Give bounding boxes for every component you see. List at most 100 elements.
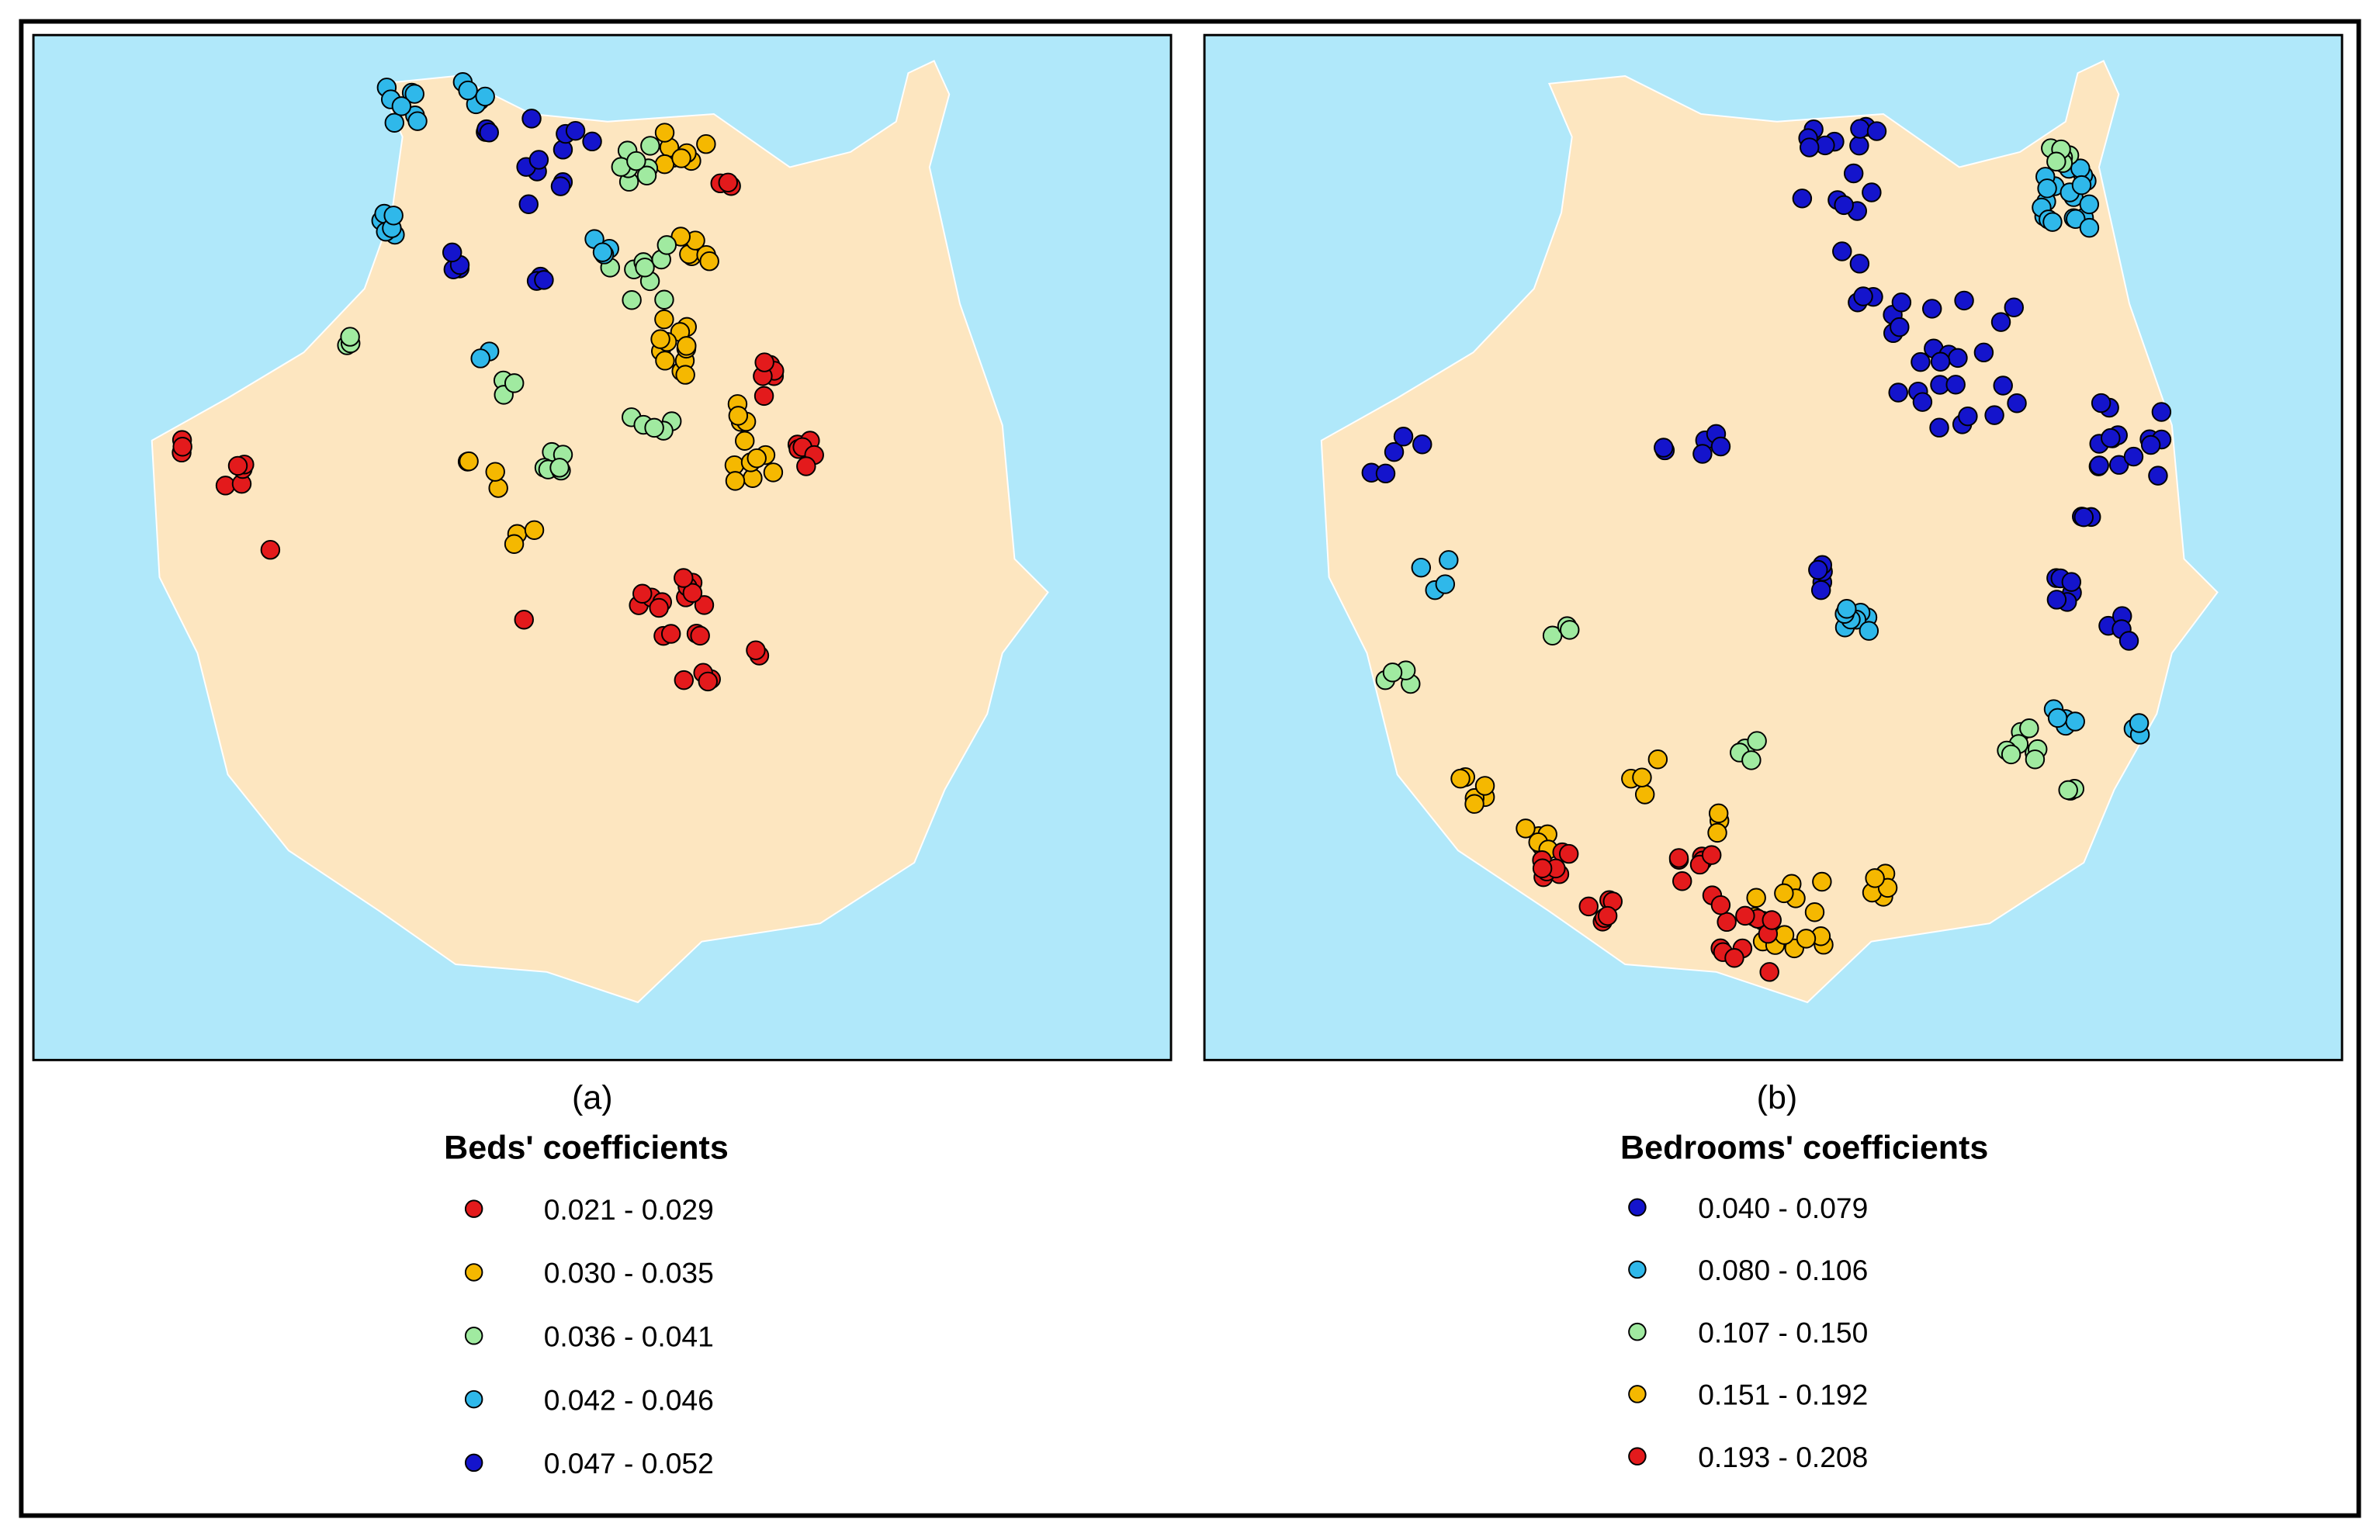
outer-frame bbox=[19, 19, 2361, 1518]
location-point bbox=[592, 242, 613, 262]
location-point bbox=[1866, 121, 1887, 141]
location-point bbox=[1929, 417, 1949, 438]
location-point bbox=[718, 172, 738, 193]
location-point bbox=[1853, 286, 1873, 306]
location-point bbox=[260, 539, 281, 560]
legend-marker bbox=[464, 1199, 483, 1218]
location-point bbox=[1888, 382, 1908, 403]
location-point bbox=[1708, 803, 1729, 824]
legend-entry: 0.151 - 0.192 bbox=[1698, 1379, 1868, 1411]
legend-title: Beds' coefficients bbox=[444, 1130, 729, 1167]
location-point bbox=[2066, 209, 2086, 230]
location-point bbox=[2079, 217, 2100, 238]
location-point bbox=[763, 462, 784, 483]
location-point bbox=[2046, 590, 2067, 610]
location-point bbox=[1993, 375, 2013, 396]
location-point bbox=[383, 206, 404, 226]
location-point bbox=[1707, 822, 1727, 843]
location-point bbox=[1375, 463, 1396, 484]
location-point bbox=[1930, 351, 1951, 372]
location-point bbox=[2007, 393, 2027, 414]
location-point bbox=[485, 462, 505, 482]
points bbox=[171, 72, 2172, 982]
location-point bbox=[1832, 241, 1852, 261]
location-point bbox=[1746, 888, 1766, 908]
location-point bbox=[1948, 348, 1968, 369]
location-point bbox=[728, 406, 749, 426]
legend-entry: 0.021 - 0.029 bbox=[544, 1193, 714, 1226]
location-point bbox=[227, 455, 248, 476]
location-point bbox=[649, 597, 669, 618]
location-point bbox=[1792, 189, 1813, 209]
location-point bbox=[654, 154, 675, 175]
location-point bbox=[1412, 434, 1433, 455]
location-point bbox=[1990, 312, 2011, 332]
location-point bbox=[1384, 441, 1405, 462]
location-point bbox=[640, 136, 660, 156]
location-point bbox=[1741, 750, 1762, 770]
location-point bbox=[1862, 182, 1882, 202]
location-point bbox=[1634, 784, 1655, 805]
location-point bbox=[1724, 948, 1744, 968]
location-point bbox=[479, 123, 499, 143]
location-point bbox=[1516, 818, 1536, 839]
location-point bbox=[682, 583, 703, 603]
location-point bbox=[1804, 902, 1825, 922]
location-point bbox=[1834, 195, 1854, 216]
location-point bbox=[654, 289, 674, 310]
legend-entry: 0.107 - 0.150 bbox=[1698, 1316, 1868, 1348]
location-point bbox=[747, 448, 767, 469]
location-point bbox=[1701, 845, 1722, 865]
location-point bbox=[391, 96, 412, 116]
legends: 0.021 - 0.029 0.030 - 0.035 0.036 - 0.041 0… bbox=[464, 1192, 1868, 1479]
legend-marker bbox=[464, 1327, 483, 1345]
location-point bbox=[1945, 375, 1966, 395]
location-point bbox=[1912, 392, 1933, 412]
location-point bbox=[504, 373, 525, 393]
location-point bbox=[2079, 194, 2100, 215]
location-point bbox=[172, 437, 192, 457]
location-point bbox=[1759, 962, 1779, 982]
location-point bbox=[671, 148, 691, 168]
location-point bbox=[518, 194, 539, 214]
location-point bbox=[1474, 776, 1495, 796]
location-point bbox=[1710, 895, 1731, 915]
location-point bbox=[2046, 151, 2066, 171]
location-point bbox=[384, 112, 405, 133]
location-point bbox=[521, 109, 542, 129]
location-point bbox=[1464, 794, 1484, 814]
location-point bbox=[754, 352, 774, 372]
location-point bbox=[1921, 299, 1942, 319]
legend-marker bbox=[1628, 1385, 1647, 1403]
location-point bbox=[644, 417, 664, 438]
location-point bbox=[2089, 455, 2109, 476]
location-point bbox=[635, 258, 655, 278]
location-point bbox=[690, 625, 710, 646]
location-point bbox=[1411, 557, 1432, 578]
location-point bbox=[1958, 406, 1978, 427]
location-point bbox=[1578, 896, 1599, 917]
location-point bbox=[753, 386, 774, 407]
location-point bbox=[1439, 550, 1459, 570]
location-point bbox=[504, 534, 525, 554]
location-point bbox=[528, 150, 549, 170]
location-point bbox=[2025, 749, 2046, 770]
location-point bbox=[459, 451, 479, 472]
location-point bbox=[654, 309, 674, 330]
location-point bbox=[2101, 427, 2121, 448]
location-point bbox=[1542, 625, 1563, 645]
legend-title: Bedrooms' coefficients bbox=[1620, 1130, 1988, 1167]
location-point bbox=[2042, 212, 2063, 232]
location-point bbox=[404, 84, 424, 104]
location-point bbox=[565, 120, 586, 141]
location-point bbox=[582, 131, 602, 152]
location-point bbox=[654, 123, 675, 143]
location-point bbox=[1747, 731, 1767, 751]
legend-marker bbox=[1628, 1447, 1647, 1466]
location-point bbox=[1710, 436, 1731, 457]
location-point bbox=[1800, 137, 1820, 157]
legend-entry: 0.193 - 0.208 bbox=[1698, 1441, 1868, 1473]
legend-marker bbox=[464, 1263, 483, 1282]
location-point bbox=[534, 270, 554, 290]
